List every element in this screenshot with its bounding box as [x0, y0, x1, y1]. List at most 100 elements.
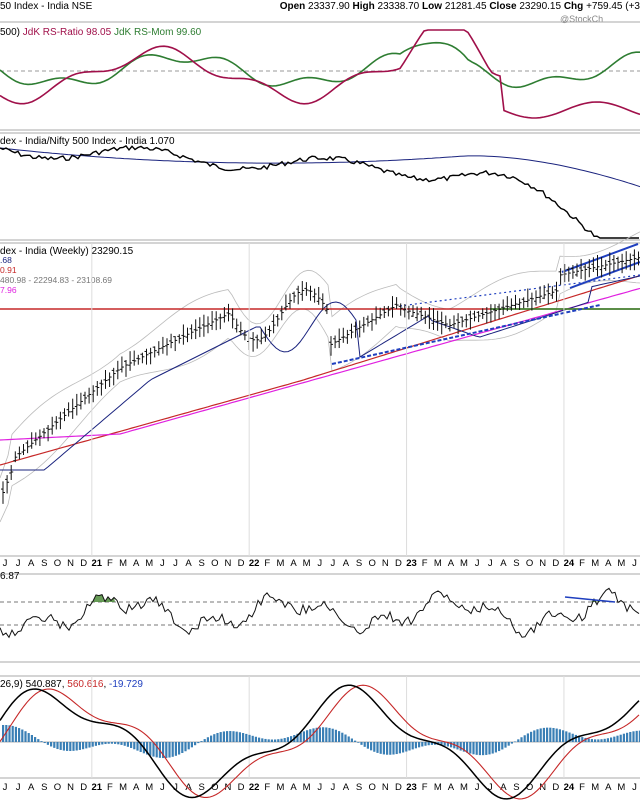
price-bar: [173, 336, 178, 352]
macd-histogram-bar: [424, 742, 427, 746]
macd-histogram-bar: [376, 742, 379, 753]
time-axis-label: O: [54, 558, 61, 569]
macd-histogram-bar: [414, 742, 417, 749]
price-bar: [312, 288, 317, 303]
macd-histogram-bar: [536, 729, 539, 742]
macd-histogram-bar: [347, 736, 350, 742]
macd-histogram-bar: [322, 727, 325, 742]
price-bar: [361, 316, 366, 333]
time-axis-label: M: [303, 782, 311, 793]
price-bar: [152, 346, 157, 358]
time-axis-label: F: [107, 782, 113, 793]
time-axis-label: M: [591, 782, 599, 793]
macd-histogram-bar: [232, 731, 235, 742]
price-bar: [5, 475, 10, 494]
time-axis-label: F: [264, 782, 270, 793]
price-bar: [99, 379, 104, 396]
time-axis-label: N: [382, 782, 389, 793]
macd-histogram-bar: [72, 742, 75, 751]
macd-histogram-bar: [613, 736, 616, 742]
macd-histogram-bar: [482, 742, 485, 756]
macd-histogram-bar: [498, 742, 501, 752]
price-bar: [493, 304, 497, 321]
macd-histogram-bar: [558, 729, 561, 742]
price-bar: [443, 315, 448, 329]
price-bar: [501, 299, 506, 316]
macd-histogram-bar: [469, 742, 472, 754]
macd-histogram-bar: [274, 739, 277, 742]
time-axis-label: D: [80, 558, 87, 569]
price-bar: [599, 257, 604, 278]
macd-histogram-bar: [75, 742, 78, 751]
time-axis-label: O: [211, 782, 218, 793]
time-axis-label: 23: [406, 782, 417, 793]
ma-mid-line: [0, 287, 640, 441]
price-bar: [271, 314, 276, 334]
macd-histogram-bar: [200, 741, 203, 742]
time-axis-label: S: [356, 782, 362, 793]
price-bar: [468, 310, 473, 330]
macd-histogram-bar: [78, 742, 81, 750]
macd-histogram-bar: [533, 730, 536, 742]
macd-histogram-bar: [117, 742, 120, 745]
price-bar: [554, 281, 559, 302]
time-axis-label: O: [526, 782, 533, 793]
time-axis-label: M: [145, 558, 153, 569]
time-axis-label: A: [28, 558, 35, 569]
macd-histogram-bar: [565, 731, 568, 742]
macd-histogram-bar: [286, 737, 289, 742]
macd-histogram-bar: [475, 742, 478, 755]
price-bar: [546, 283, 551, 305]
price-bar: [226, 303, 231, 322]
time-axis-label: F: [107, 558, 113, 569]
macd-histogram-bar: [507, 742, 510, 746]
macd-histogram-bar: [213, 734, 216, 742]
macd-histogram-bar: [392, 742, 395, 755]
macd-histogram-bar: [450, 742, 453, 748]
price-bar: [288, 293, 292, 309]
time-axis-label: J: [317, 558, 322, 569]
macd-histogram-bar: [443, 742, 446, 746]
time-axis-label: S: [41, 558, 47, 569]
price-bar: [374, 306, 379, 325]
price-bar: [54, 416, 59, 430]
price-bar: [370, 313, 374, 331]
macd-histogram-bar: [8, 725, 11, 742]
time-axis-label: 24: [564, 782, 575, 793]
ma-long-line: [0, 275, 640, 466]
price-bar: [566, 266, 571, 282]
time-axis-label: 22: [249, 782, 260, 793]
macd-histogram-bar: [66, 742, 69, 751]
time-axis-label: S: [41, 782, 47, 793]
macd-histogram-bar: [152, 742, 155, 757]
macd-histogram-bar: [238, 732, 241, 742]
time-axis-label: M: [460, 782, 468, 793]
macd-histogram-bar: [130, 742, 133, 748]
price-bar: [140, 352, 145, 364]
time-axis-label: D: [238, 782, 245, 793]
ohlc-high-value: 23338.70: [377, 1, 420, 12]
macd-histogram-bar: [187, 742, 190, 750]
macd-histogram-bar: [379, 742, 382, 754]
macd-histogram-bar: [11, 725, 14, 742]
price-bar: [521, 297, 526, 309]
time-axis-label: M: [434, 782, 442, 793]
price-bar: [238, 321, 243, 336]
price-bar: [456, 313, 461, 335]
price-bar: [17, 446, 22, 460]
macd-histogram-bar: [136, 742, 139, 751]
macd-histogram-bar: [632, 731, 635, 742]
price-indicator-label: 0.91: [0, 265, 17, 275]
overbought-area: [562, 598, 600, 602]
time-axis-label: O: [211, 558, 218, 569]
price-bar: [570, 264, 575, 279]
chart-title: 50 Index - India NSE: [0, 1, 93, 12]
macd-histogram-bar: [171, 742, 174, 757]
macd-histogram-bar: [341, 732, 344, 742]
macd-histogram-bar: [46, 742, 49, 745]
macd-histogram-bar: [635, 730, 638, 742]
time-axis-label: J: [160, 782, 165, 793]
macd-histogram-bar: [14, 726, 17, 742]
macd-histogram-bar: [638, 730, 640, 742]
